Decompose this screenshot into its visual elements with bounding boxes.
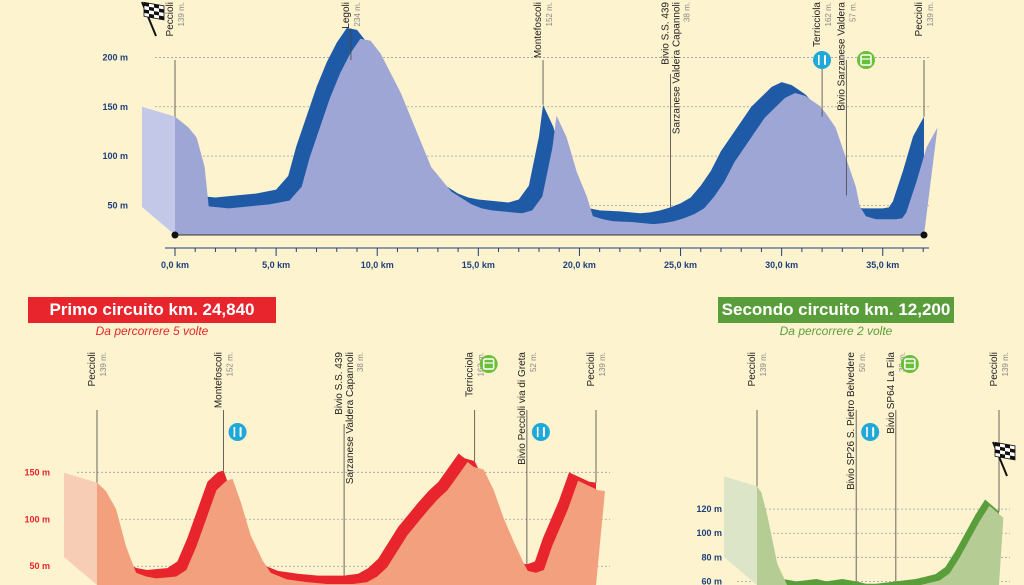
waypoint-altitude: 52 m.	[529, 352, 538, 372]
waypoint-name: Peccioli	[586, 352, 597, 386]
profile-body	[757, 486, 1004, 585]
waypoints: Peccioli 139 m. Legoli 234 m. Montefoscoli 15…	[165, 2, 935, 208]
chart-complete-route: 50 m 100 m 150 m 200 m 0,0 km 5,0 km 10,0 km 1…	[102, 1, 938, 270]
subtitle-primo-circuito: Da percorrere 5 volte	[95, 324, 209, 338]
x-tick-label: 25,0 km	[664, 260, 697, 270]
waypoints: Peccioli 139 m. Montefoscoli 152 m. Bivio S.…	[87, 352, 607, 576]
y-ticks: 150 m 100 m 50 m	[24, 467, 50, 571]
waypoint-altitude: 152 m.	[545, 2, 554, 26]
x-tick-label: 35,0 km	[866, 260, 899, 270]
y-tick-label: 50 m	[29, 561, 50, 571]
checkered-flag-icon	[992, 441, 1016, 477]
x-tick-label: 20,0 km	[563, 260, 596, 270]
waypoint-altitude: 234 m.	[353, 2, 362, 26]
waypoint-name: Bivio SP64 La Fila	[886, 352, 897, 434]
waypoint-name: Bivio Sarzanese Valdera	[836, 2, 847, 111]
x-tick-label: 10,0 km	[361, 260, 394, 270]
waypoint-name: Terricciola	[465, 352, 476, 397]
feed-zone-icon	[857, 51, 875, 69]
y-grid	[77, 471, 610, 567]
waypoint-altitude: 57 m.	[848, 2, 857, 22]
waypoint-altitude: 139 m.	[177, 2, 186, 26]
food-station-icon	[861, 423, 880, 441]
waypoint-name: Bivio SP26 S. Pietro Belvedere	[846, 352, 857, 490]
food-station-icon	[531, 423, 550, 441]
x-tick-label: 0,0 km	[161, 260, 189, 270]
waypoints: Peccioli 139 m. Bivio SP26 S. Pietro Belve…	[747, 352, 1016, 582]
y-tick-label: 120 m	[696, 504, 722, 514]
y-tick-label: 100 m	[696, 528, 722, 538]
feed-zone-icon	[479, 355, 498, 373]
waypoint-name-2: Sarzanese Valdera Capannoli	[671, 2, 682, 134]
y-tick-label: 100 m	[102, 151, 128, 161]
x-tick-label: 15,0 km	[462, 260, 495, 270]
food-station-icon	[228, 423, 247, 441]
feed-zone-icon	[900, 355, 919, 373]
waypoint-name: Montefoscoli	[533, 2, 544, 58]
start-dot	[171, 231, 179, 239]
waypoint-altitude: 139 m.	[926, 2, 935, 26]
waypoint-altitude: 38 m.	[356, 352, 365, 372]
waypoint-altitude: 50 m.	[858, 352, 867, 372]
profile-side	[724, 476, 757, 585]
profile-side	[64, 472, 97, 585]
end-dot	[920, 231, 928, 239]
y-tick-label: 150 m	[24, 467, 50, 477]
banner-primo-circuito: Primo circuito km. 24,840	[28, 297, 276, 323]
waypoint-name: Legoli	[341, 2, 352, 29]
waypoint-name: Peccioli	[165, 2, 176, 36]
waypoint-name: Peccioli	[747, 352, 758, 386]
x-axis: 0,0 km 5,0 km 10,0 km 15,0 km 20,0 km 25,0 km…	[161, 231, 929, 270]
route-icons	[813, 51, 875, 69]
waypoint-altitude: 152 m.	[226, 352, 235, 376]
y-tick-label: 50 m	[107, 200, 128, 210]
checkered-flag-icon	[141, 1, 165, 37]
waypoint-name: Bivio S.S. 439	[334, 352, 345, 415]
waypoint-altitude: 139 m.	[99, 352, 108, 376]
y-tick-label: 150 m	[102, 102, 128, 112]
profile-area	[142, 27, 938, 236]
waypoint-altitude: 139 m.	[1001, 352, 1010, 376]
waypoint-name-2: Sarzanese Valdera Capannoli	[345, 352, 356, 484]
waypoint-name: Montefoscoli	[214, 352, 225, 408]
waypoint-altitude: 38 m.	[682, 2, 691, 22]
waypoint-name: Bivio S.S. 439	[660, 2, 671, 65]
waypoint-altitude: 139 m.	[598, 352, 607, 376]
banner-secondo-circuito: Secondo circuito km. 12,200	[718, 297, 954, 323]
y-tick-label: 100 m	[24, 514, 50, 524]
food-station-icon	[813, 51, 831, 69]
waypoint-name: Bivio Peccioli via di Greta	[517, 352, 528, 465]
y-ticks: 120 m 100 m 80 m 60 m	[696, 504, 722, 585]
waypoint-altitude: 162 m.	[824, 2, 833, 26]
waypoint-name: Terricciola	[812, 2, 823, 47]
y-ticks: 50 m 100 m 150 m 200 m	[102, 52, 128, 210]
waypoint-name: Peccioli	[87, 352, 98, 386]
waypoint-name: Peccioli	[914, 2, 925, 36]
y-tick-label: 200 m	[102, 52, 128, 62]
y-tick-label: 60 m	[701, 576, 722, 585]
waypoint-name: Peccioli	[989, 352, 1000, 386]
x-tick-label: 30,0 km	[765, 260, 798, 270]
subtitle-secondo-circuito: Da percorrere 2 volte	[779, 324, 893, 338]
profile-body	[97, 462, 605, 585]
y-tick-label: 80 m	[701, 552, 722, 562]
waypoint-altitude: 139 m.	[759, 352, 768, 376]
profile-area	[724, 476, 1004, 585]
profile-body	[175, 38, 938, 235]
profile-side	[142, 106, 175, 236]
profile-area	[64, 453, 605, 585]
x-tick-label: 5,0 km	[262, 260, 290, 270]
